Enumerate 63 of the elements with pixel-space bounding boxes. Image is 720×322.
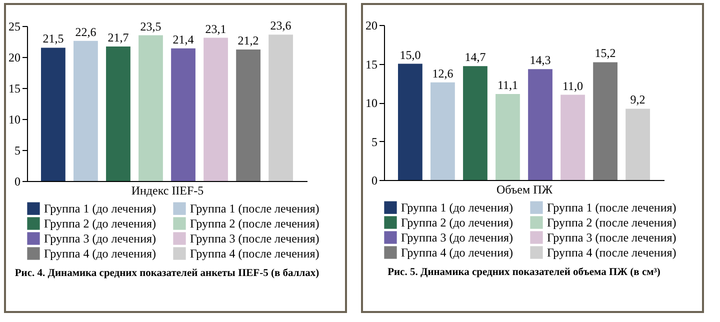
y-tick-label: 15	[8, 82, 20, 96]
data-label: 14,3	[530, 53, 551, 68]
legend-label: Группа 3 (после лечения)	[547, 230, 676, 244]
data-label: 9,2	[630, 92, 646, 107]
legend-label: Группа 1 (до лечения)	[401, 200, 514, 215]
legend-label: Группа 4 (до лечения)	[401, 246, 514, 260]
legend-label: Группа 4 (после лечения)	[190, 246, 320, 260]
y-tick-label: 20	[366, 18, 378, 32]
data-label: 11,1	[497, 78, 518, 92]
y-tick-label: 10	[8, 112, 20, 126]
y-tick-label: 20	[8, 50, 20, 64]
bar	[41, 48, 66, 181]
bar	[171, 48, 196, 181]
legend-label: Группа 1 (до лечения)	[44, 202, 156, 216]
bar	[106, 46, 130, 181]
data-label: 15,0	[400, 48, 421, 62]
x-axis-title: Индекс IIEF-5	[131, 184, 204, 198]
y-tick-label: 5	[14, 144, 20, 158]
data-label: 21,4	[172, 32, 194, 46]
legend-label: Группа 2 (после лечения)	[190, 216, 320, 230]
legend-label: Группа 4 (до лечения)	[44, 246, 156, 260]
legend-label: Группа 4 (после лечения)	[547, 246, 676, 260]
bar	[528, 69, 552, 180]
legend-label: Группа 1 (после лечения)	[547, 200, 676, 215]
bar	[74, 40, 98, 181]
bar	[496, 94, 520, 180]
legend-label: Группа 3 (после лечения)	[190, 232, 320, 246]
data-label: 11,0	[562, 78, 584, 93]
legend-label: Группа 3 (до лечения)	[44, 232, 156, 246]
data-label: 15,2	[594, 46, 616, 60]
data-label: 21,7	[108, 30, 129, 44]
legend-label: Группа 2 (до лечения)	[401, 216, 514, 230]
bar	[626, 108, 650, 180]
data-label: 23,5	[140, 19, 162, 34]
data-label: 12,6	[432, 66, 454, 80]
text: Рис. 5. Динамика средних показателей объема ПЖ (в см³)	[388, 267, 661, 278]
bar	[204, 38, 228, 181]
bar	[398, 64, 422, 180]
data-label: 21,5	[42, 32, 64, 46]
y-tick-label: 0	[14, 174, 20, 188]
bar	[430, 82, 455, 180]
bar	[593, 62, 618, 180]
data-label: 23,6	[270, 18, 292, 33]
y-tick-label: 10	[366, 96, 378, 110]
y-tick-label: 25	[8, 20, 20, 34]
legend-label: Группа 3 (до лечения)	[401, 230, 514, 244]
text: Рис. 4. Динамика средних показателей анкеты IIEF-5 (в баллах)	[14, 268, 320, 279]
bar	[236, 50, 260, 181]
data-label: 23,1	[205, 22, 226, 36]
x-axis-title: Объем ПЖ	[496, 182, 553, 196]
y-tick-label: 5	[372, 134, 378, 149]
data-label: 22,6	[75, 24, 96, 39]
bar	[463, 66, 488, 180]
legend-label: Группа 2 (до лечения)	[44, 216, 156, 230]
legend-label: Группа 2 (после лечения)	[547, 216, 676, 230]
data-label: 14,7	[464, 50, 486, 64]
y-tick-label: 0	[372, 174, 378, 188]
bar	[138, 35, 163, 181]
y-tick-label: 15	[366, 57, 378, 72]
legend-label: Группа 1 (после лечения)	[190, 202, 320, 216]
data-label: 21,2	[238, 34, 259, 48]
bar	[560, 94, 585, 180]
bar	[268, 34, 293, 181]
